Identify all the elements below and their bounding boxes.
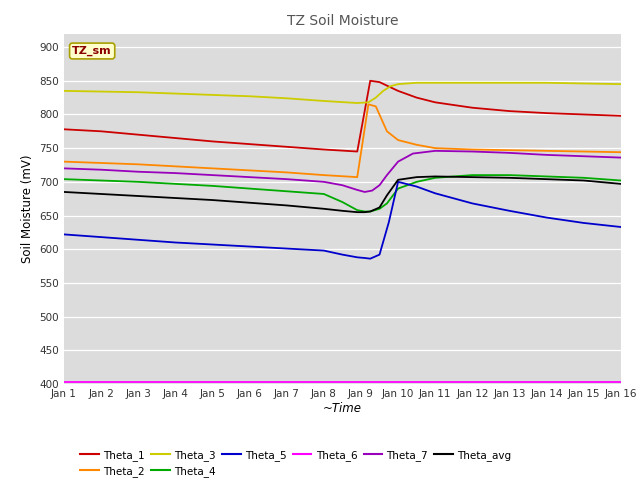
Y-axis label: Soil Moisture (mV): Soil Moisture (mV)	[21, 155, 34, 263]
Title: TZ Soil Moisture: TZ Soil Moisture	[287, 14, 398, 28]
X-axis label: ~Time: ~Time	[323, 402, 362, 415]
Text: TZ_sm: TZ_sm	[72, 46, 112, 56]
Legend: Theta_1, Theta_2, Theta_3, Theta_4, Theta_5, Theta_6, Theta_7, Theta_avg: Theta_1, Theta_2, Theta_3, Theta_4, Thet…	[81, 450, 511, 477]
